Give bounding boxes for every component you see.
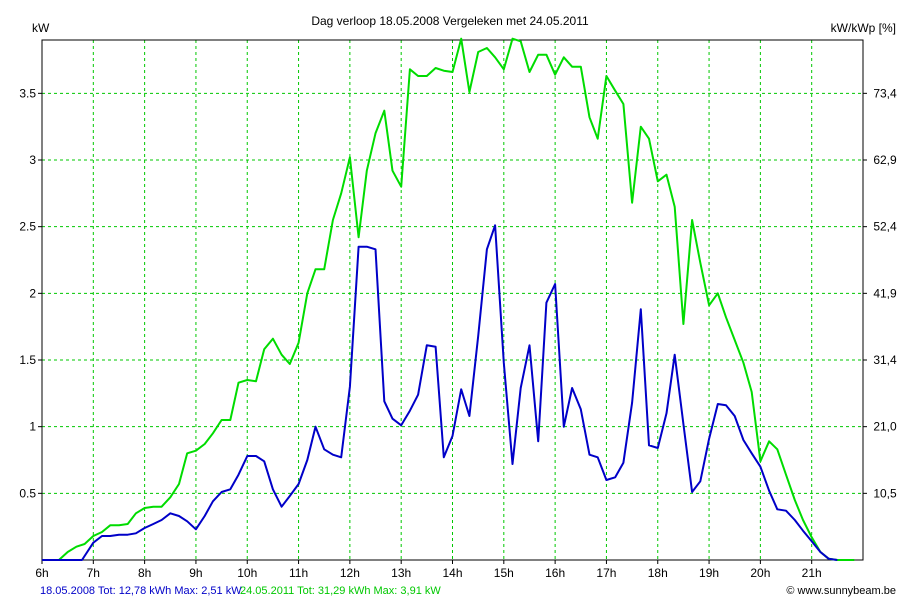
x-tick-label: 20h [750,566,770,580]
y-right-tick-label: 52,4 [873,220,897,234]
y-right-tick-label: 21,0 [873,420,897,434]
x-tick-label: 18h [648,566,668,580]
y-right-tick-label: 62,9 [873,153,897,167]
series-lines [42,37,855,561]
y-left-tick-label: 1.5 [19,353,36,367]
y-axis-right-label: kW/kWp [%] [831,21,896,35]
x-tick-label: 10h [237,566,257,580]
y-left-tick-label: 0.5 [19,486,36,500]
x-axis-ticks: 6h 7h 8h 9h 10h 11h 12h 13h 14h 15h 16h 17h 18h 19h 20… [35,560,822,580]
x-tick-label: 19h [699,566,719,580]
y-left-tick-label: 3.5 [19,86,36,100]
y-left-tick-label: 3 [29,153,36,167]
x-tick-label: 13h [391,566,411,580]
y-left-tick-label: 2 [29,286,36,300]
x-tick-label: 6h [35,566,48,580]
series-line-2011 [42,37,855,561]
y-left-tick-label: 1 [29,420,36,434]
x-tick-label: 15h [494,566,514,580]
x-tick-label: 14h [442,566,462,580]
y-axis-right-ticks: 10,5 21,0 31,4 41,9 52,4 62,9 73,4 [863,86,897,500]
y-axis-left-label: kW [32,21,50,35]
x-tick-label: 17h [596,566,616,580]
copyright-text: © www.sunnybeam.be [786,585,896,597]
chart-title: Dag verloop 18.05.2008 Vergeleken met 24… [311,14,589,28]
x-tick-label: 21h [802,566,822,580]
y-axis-left-ticks: 0.5 1 1.5 2 2.5 3 3.5 [19,86,42,500]
y-right-tick-label: 10,5 [873,486,897,500]
x-tick-label: 11h [289,566,308,580]
x-tick-label: 7h [87,566,100,580]
x-tick-label: 9h [189,566,202,580]
series-line-2008 [42,224,838,561]
grid-lines [42,40,863,560]
legend-series-2008: 18.05.2008 Tot: 12,78 kWh Max: 2,51 kW [40,585,242,597]
x-tick-label: 12h [340,566,360,580]
legend-series-2011: 24.05.2011 Tot: 31,29 kWh Max: 3,91 kW [240,585,441,597]
x-tick-label: 16h [545,566,565,580]
y-left-tick-label: 2.5 [19,220,36,234]
x-tick-label: 8h [138,566,151,580]
y-right-tick-label: 73,4 [873,86,897,100]
y-right-tick-label: 31,4 [873,353,897,367]
y-right-tick-label: 41,9 [873,286,897,300]
